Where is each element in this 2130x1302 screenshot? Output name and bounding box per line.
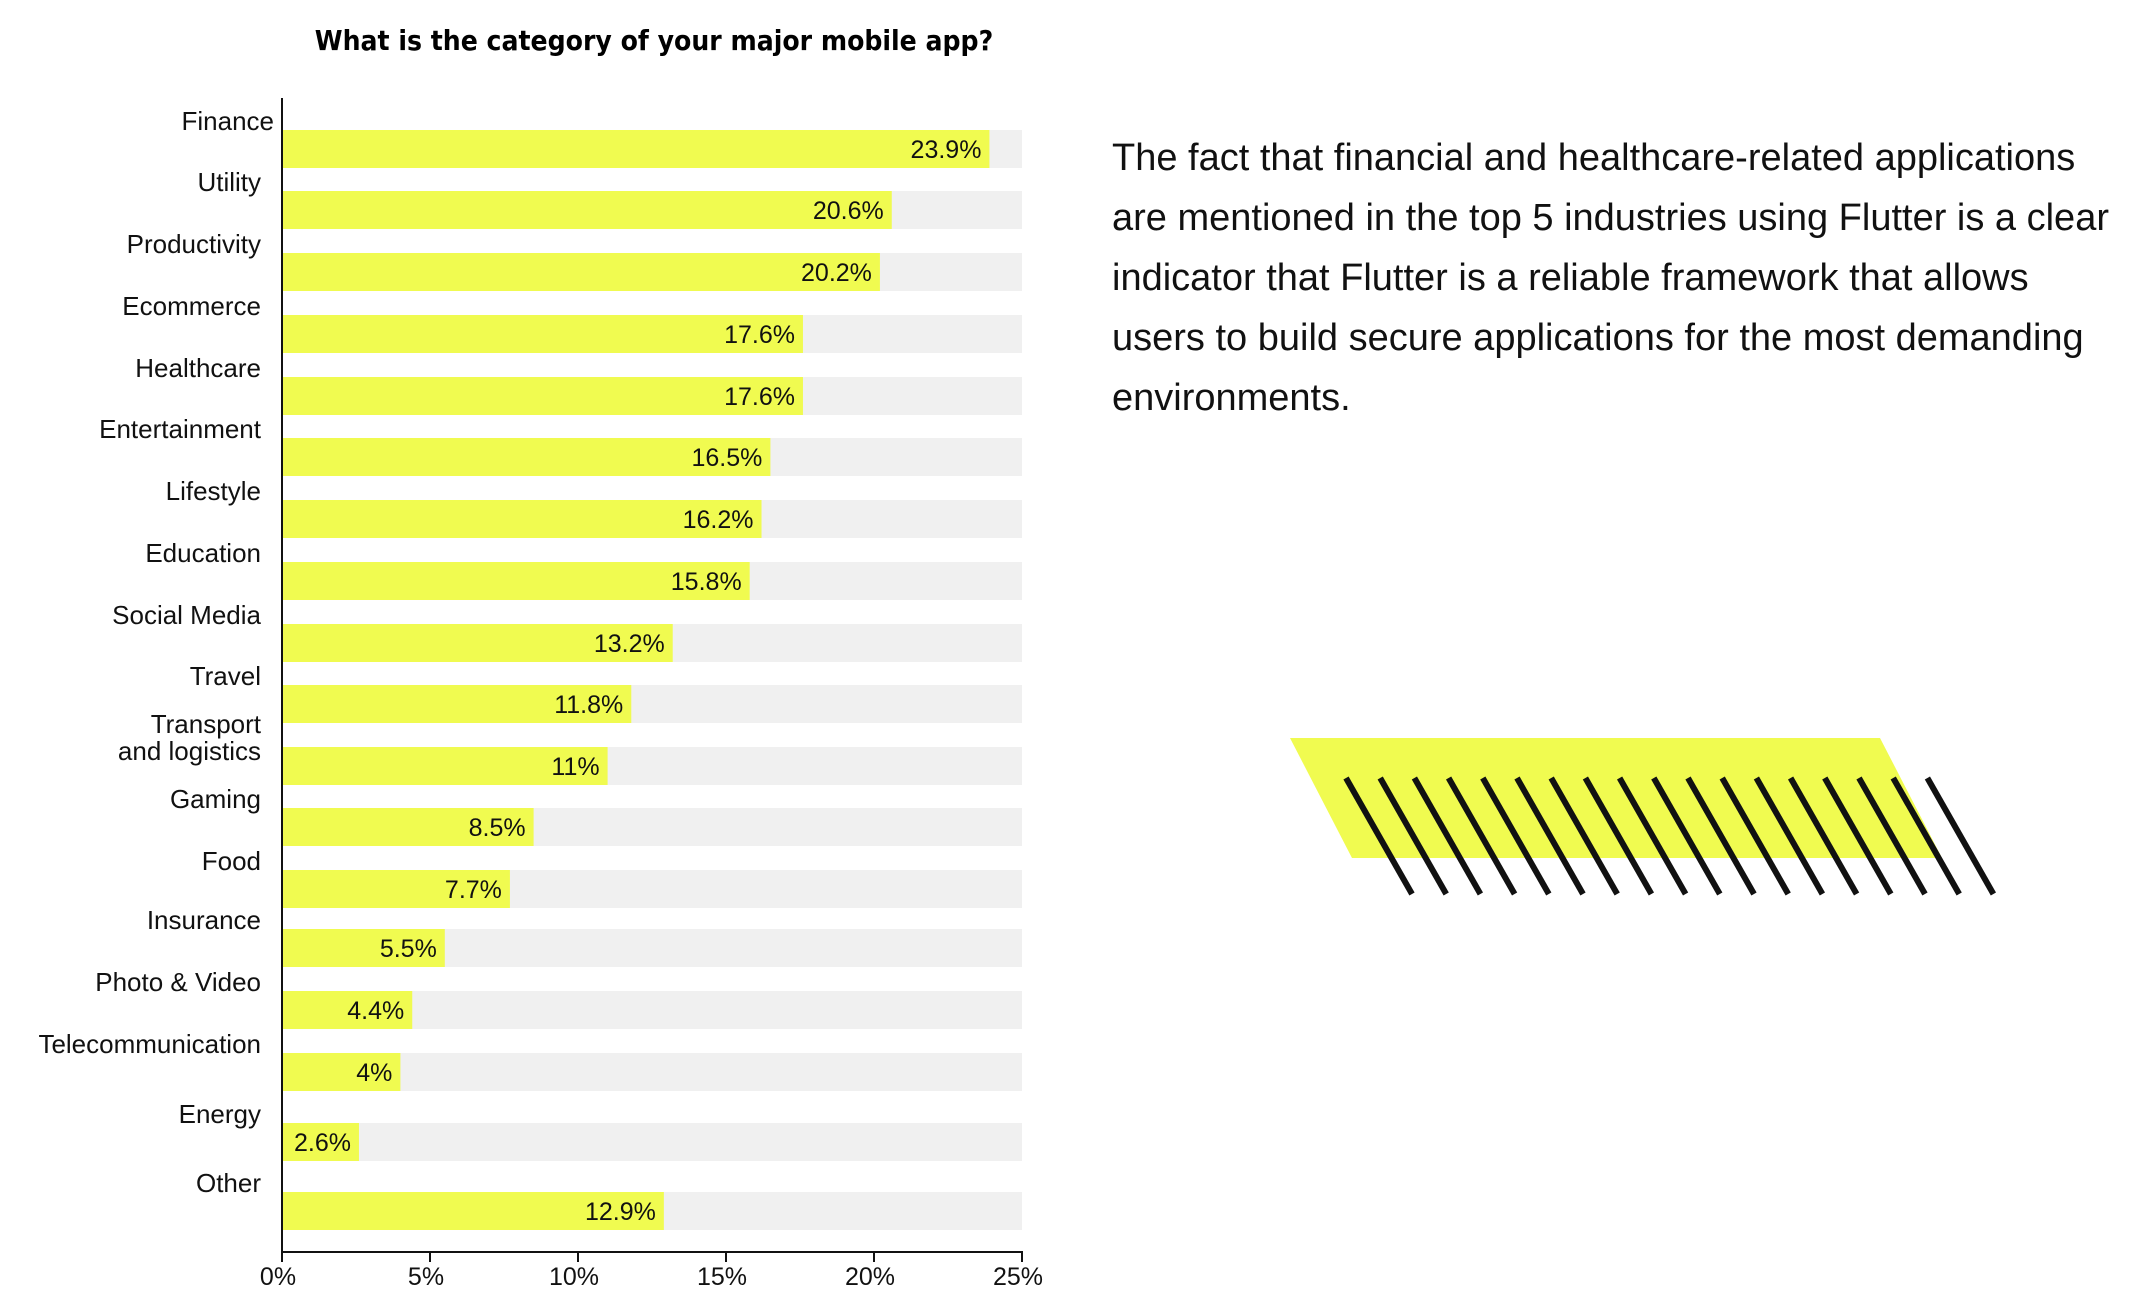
stripe-line [1445, 776, 1518, 896]
category-label: Travel [190, 661, 261, 691]
bar [282, 191, 892, 229]
bar-value-label: 17.6% [724, 321, 795, 349]
bar-value-label: 7.7% [445, 876, 502, 904]
stripe-line [1616, 776, 1689, 896]
category-label: Ecommerce [122, 291, 261, 321]
bar [282, 500, 762, 538]
bar [282, 377, 803, 415]
bar-value-label: 4% [356, 1059, 392, 1087]
bar-chart: What is the category of your major mobil… [38, 24, 1043, 1291]
category-label: Social Media [112, 600, 261, 630]
x-tick-label: 10% [549, 1263, 599, 1291]
yellow-parallelogram [1290, 738, 1942, 858]
bar [282, 624, 673, 662]
category-label: Entertainment [99, 414, 262, 444]
stripe-line [1548, 776, 1620, 896]
bar [282, 562, 750, 600]
bar [282, 991, 413, 1029]
bar [282, 315, 803, 353]
bar-value-label: 16.5% [692, 444, 763, 472]
bar [282, 1192, 664, 1230]
x-tick-label: 15% [697, 1263, 747, 1291]
bar [282, 870, 510, 908]
bar-value-label: 8.5% [469, 814, 526, 842]
stripe-line [1343, 776, 1415, 896]
chart-title: What is the category of your major mobil… [315, 24, 993, 57]
category-label: Food [202, 846, 261, 876]
bar-value-label: 2.6% [294, 1129, 351, 1157]
bar-value-label: 23.9% [911, 136, 982, 164]
stripe-line [1753, 776, 1826, 896]
bar-value-label: 17.6% [724, 383, 795, 411]
category-label: Finance [182, 106, 275, 136]
category-label: Lifestyle [166, 476, 261, 506]
stripe-line [1480, 776, 1552, 896]
category-label: Photo & Video [95, 967, 261, 997]
x-tick-label: 0% [260, 1263, 296, 1291]
bar-value-label: 4.4% [347, 997, 404, 1025]
x-tick-label: 5% [408, 1263, 444, 1291]
bar [282, 253, 880, 291]
x-tick-label: 25% [993, 1263, 1043, 1291]
stripe-line [1377, 776, 1449, 896]
striped-parallelogram-decoration [1290, 738, 1997, 896]
bar-value-label: 12.9% [585, 1198, 656, 1226]
stripe-line [1582, 776, 1655, 896]
bar-value-label: 20.6% [813, 197, 884, 225]
category-label: Transport and logistics [118, 709, 262, 766]
bar-value-label: 15.8% [671, 568, 742, 596]
bar [282, 438, 771, 476]
category-label: Insurance [147, 905, 261, 935]
stripe-line [1924, 776, 1997, 896]
stripe-line [1822, 776, 1894, 896]
stripe-line [1787, 776, 1860, 896]
x-tick-label: 20% [845, 1263, 895, 1291]
stripe-line [1651, 776, 1723, 896]
bar [282, 685, 632, 723]
bar-track [282, 1053, 1022, 1091]
description-paragraph: The fact that financial and healthcare-r… [1112, 137, 2109, 419]
bar-value-label: 13.2% [594, 630, 665, 658]
stripe-line [1856, 776, 1928, 896]
category-label: Education [145, 538, 261, 568]
bar-value-label: 11% [551, 753, 599, 781]
bar-value-label: 16.2% [683, 506, 754, 534]
bar [282, 929, 445, 967]
category-label: Energy [179, 1099, 261, 1129]
stripe-line [1890, 776, 1962, 896]
bar [282, 747, 608, 785]
stripe-line [1514, 776, 1586, 896]
category-label: Productivity [127, 229, 261, 259]
stripe-line [1719, 776, 1791, 896]
category-label: Gaming [170, 784, 261, 814]
bar [282, 1053, 401, 1091]
category-label: Utility [197, 167, 261, 197]
bar [282, 130, 990, 168]
stripe-line [1411, 776, 1484, 896]
bar-value-label: 5.5% [380, 935, 437, 963]
bar-track [282, 1123, 1022, 1161]
category-label: Telecommunication [38, 1029, 261, 1059]
category-label: Other [196, 1168, 261, 1198]
category-label: Healthcare [135, 353, 261, 383]
bar [282, 1123, 359, 1161]
bar-value-label: 11.8% [554, 691, 623, 719]
bar [282, 808, 534, 846]
stripe-line [1685, 776, 1757, 896]
bar-value-label: 20.2% [801, 259, 872, 287]
